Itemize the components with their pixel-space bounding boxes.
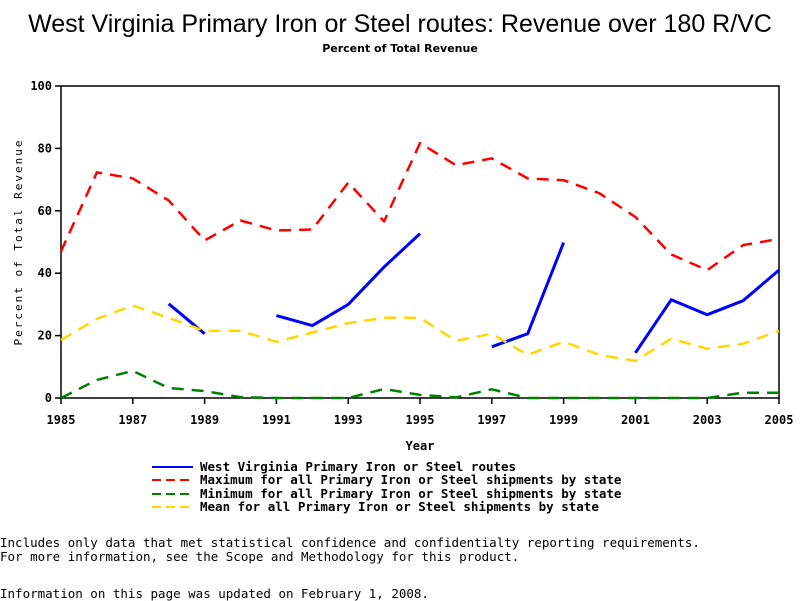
- y-axis-label: Percent of Total Revenue: [12, 139, 25, 346]
- y-tick-label: 100: [30, 79, 52, 93]
- x-tick-label: 2003: [693, 413, 722, 427]
- chart-subtitle: Percent of Total Revenue: [322, 42, 478, 55]
- series-line-maximum: [61, 143, 779, 270]
- series-line-minimum: [61, 371, 779, 398]
- x-tick-label: 1993: [334, 413, 363, 427]
- x-tick-label: 1991: [262, 413, 291, 427]
- x-tick-label: 1989: [190, 413, 219, 427]
- series-layer: [61, 143, 779, 398]
- x-tick-label: 1987: [118, 413, 147, 427]
- series-line-west-virginia: [276, 234, 420, 326]
- series-west-virginia: [169, 234, 779, 353]
- plot-frame: [61, 86, 779, 398]
- chart-title: West Virginia Primary Iron or Steel rout…: [28, 10, 772, 38]
- x-axis: 1985 1987 1989 1991 1993 1995 1997 1999 2001 2003…: [47, 398, 794, 427]
- series-mean: [61, 306, 779, 361]
- x-tick-label: 1999: [549, 413, 578, 427]
- x-axis-label: Year: [406, 439, 435, 453]
- legend-label-maximum: Maximum for all Primary Iron or Steel sh…: [200, 472, 622, 487]
- legend: West Virginia Primary Iron or Steel rout…: [152, 459, 622, 514]
- y-axis: 0 20 40 60 80 100: [30, 79, 61, 405]
- series-minimum: [61, 371, 779, 398]
- x-tick-label: 1997: [477, 413, 506, 427]
- x-tick-label: 1985: [47, 413, 76, 427]
- x-tick-label: 2005: [765, 413, 794, 427]
- legend-label-mean: Mean for all Primary Iron or Steel shipm…: [200, 499, 599, 514]
- series-line-west-virginia: [635, 270, 779, 353]
- y-tick-label: 40: [38, 266, 52, 280]
- footnote-methodology: For more information, see the Scope and …: [0, 549, 519, 564]
- y-tick-label: 20: [38, 329, 52, 343]
- y-tick-label: 80: [38, 141, 52, 155]
- series-line-west-virginia: [492, 243, 564, 347]
- y-tick-label: 0: [45, 391, 52, 405]
- footnote-updated: Information on this page was updated on …: [0, 586, 429, 601]
- series-maximum: [61, 143, 779, 270]
- line-chart: West Virginia Primary Iron or Steel rout…: [0, 0, 800, 530]
- footnote-confidence: Includes only data that met statistical …: [0, 535, 700, 550]
- x-tick-label: 2001: [621, 413, 650, 427]
- y-tick-label: 60: [38, 204, 52, 218]
- series-line-mean: [61, 306, 779, 361]
- x-tick-label: 1995: [406, 413, 435, 427]
